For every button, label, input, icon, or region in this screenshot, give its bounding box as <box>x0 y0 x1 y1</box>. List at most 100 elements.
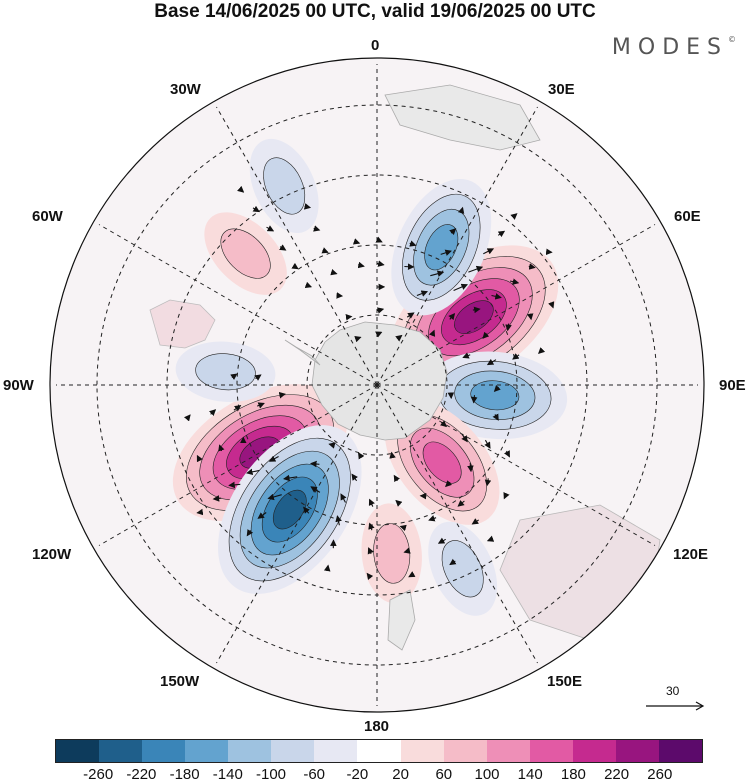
wind-arrow <box>233 404 242 412</box>
wind-arrow <box>526 313 534 321</box>
wind-arrow <box>375 236 383 243</box>
wind-arrow <box>471 395 478 404</box>
positive-anomaly-contour <box>422 441 462 484</box>
positive-anomaly-contour <box>220 228 271 279</box>
negative-anomaly-contour <box>470 380 520 411</box>
wind-arrow <box>254 374 262 381</box>
colorbar-labels: -260 -220 -180 -140 -100 -60 -20 20 60 100 140 180 2… <box>55 766 703 783</box>
colorbar-label: 260 <box>647 766 673 783</box>
meridian-line <box>98 384 378 546</box>
colorbar-swatch <box>142 740 186 762</box>
meridian-line <box>376 224 656 386</box>
wind-arrow <box>183 414 191 422</box>
wind-arrow <box>313 225 321 232</box>
colorbar-label: -100 <box>255 766 287 783</box>
meridian-line <box>376 106 538 386</box>
wind-arrow <box>256 402 265 409</box>
colorbar-swatch <box>529 740 573 762</box>
wind-arrow <box>354 335 362 343</box>
new-zealand <box>387 589 416 651</box>
wind-arrow <box>509 278 520 285</box>
lon-label-90e: 90E <box>719 377 746 394</box>
reference-vector-label: 30 <box>666 684 680 698</box>
wind-arrow <box>376 260 385 267</box>
reference-vector: 30 <box>640 684 710 714</box>
wind-arrow <box>439 420 448 428</box>
colorbar-label: -180 <box>169 766 200 783</box>
graticule <box>55 63 699 707</box>
colorbar-swatch <box>185 740 229 762</box>
wind-arrow <box>352 238 361 245</box>
colorbar-swatch <box>357 740 401 762</box>
wind-arrow <box>448 312 456 321</box>
wind-arrow <box>483 248 495 255</box>
wind-arrow <box>449 558 457 566</box>
wind-arrow <box>246 468 260 476</box>
wind-arrow <box>395 334 403 342</box>
negative-anomaly-contour <box>263 157 306 215</box>
wind-arrow <box>393 474 400 483</box>
lon-label-60w: 60W <box>32 208 63 225</box>
colorbar-swatch <box>486 740 530 762</box>
wind-arrow <box>428 515 437 522</box>
south-america <box>149 299 216 349</box>
colorbar-swatch <box>99 740 143 762</box>
wind-arrow <box>505 323 512 332</box>
wind-arrow <box>252 205 260 213</box>
wind-arrow <box>310 486 321 493</box>
wind-vectors <box>183 185 555 580</box>
wind-arrow <box>437 537 446 544</box>
wind-arrow <box>367 547 374 555</box>
colorbar-swatch <box>228 740 272 762</box>
map-title: Base 14/06/2025 00 UTC, valid 19/06/2025… <box>154 1 596 22</box>
wind-arrow <box>237 185 245 193</box>
wind-arrow <box>375 331 383 338</box>
lon-label-0: 0 <box>371 37 380 54</box>
wind-arrow <box>503 450 510 458</box>
modes-logo: MODES© <box>611 35 736 60</box>
meridian-line <box>216 384 378 664</box>
wind-arrow <box>278 391 286 399</box>
wind-arrow <box>228 481 241 489</box>
wind-arrow <box>461 433 468 443</box>
wind-arrow <box>430 270 445 277</box>
colorbar-swatch <box>271 740 315 762</box>
meridian-line <box>98 224 378 386</box>
wind-arrow <box>328 442 336 449</box>
lon-label-120w: 120W <box>32 546 72 563</box>
wind-arrow <box>440 249 452 256</box>
africa <box>384 84 541 151</box>
wind-arrow <box>471 518 479 525</box>
wind-arrow <box>257 512 267 519</box>
wind-arrow <box>368 498 375 507</box>
colorbar-label: -220 <box>126 766 157 783</box>
wind-arrow <box>484 478 492 487</box>
colorbar-swatch <box>572 740 616 762</box>
wind-arrow <box>492 413 499 421</box>
wind-arrow <box>445 480 453 488</box>
wind-arrow <box>406 312 415 319</box>
wind-arrow <box>291 262 299 270</box>
wind-arrow <box>491 293 502 300</box>
wind-arrow <box>336 292 344 299</box>
meridian-line <box>216 106 378 386</box>
wind-arrow <box>457 500 465 507</box>
lon-label-30w: 30W <box>170 81 201 98</box>
wind-arrow <box>196 454 203 463</box>
wind-arrow <box>335 515 342 526</box>
wind-arrow <box>345 313 353 321</box>
colorbar-swatch <box>400 740 444 762</box>
wind-arrow <box>548 301 555 309</box>
wind-arrow <box>528 263 536 270</box>
wind-arrow <box>468 265 484 273</box>
wind-arrow <box>484 439 491 449</box>
lon-label-150w: 150W <box>160 673 200 690</box>
wind-arrow <box>510 213 518 220</box>
wind-arrow <box>404 263 415 270</box>
colorbar-swatch <box>314 740 358 762</box>
wind-arrow <box>230 373 238 380</box>
wind-arrow <box>268 455 279 462</box>
antarctic-peninsula <box>284 339 321 366</box>
colorbar-label: 220 <box>604 766 630 783</box>
wind-arrow <box>266 225 275 232</box>
